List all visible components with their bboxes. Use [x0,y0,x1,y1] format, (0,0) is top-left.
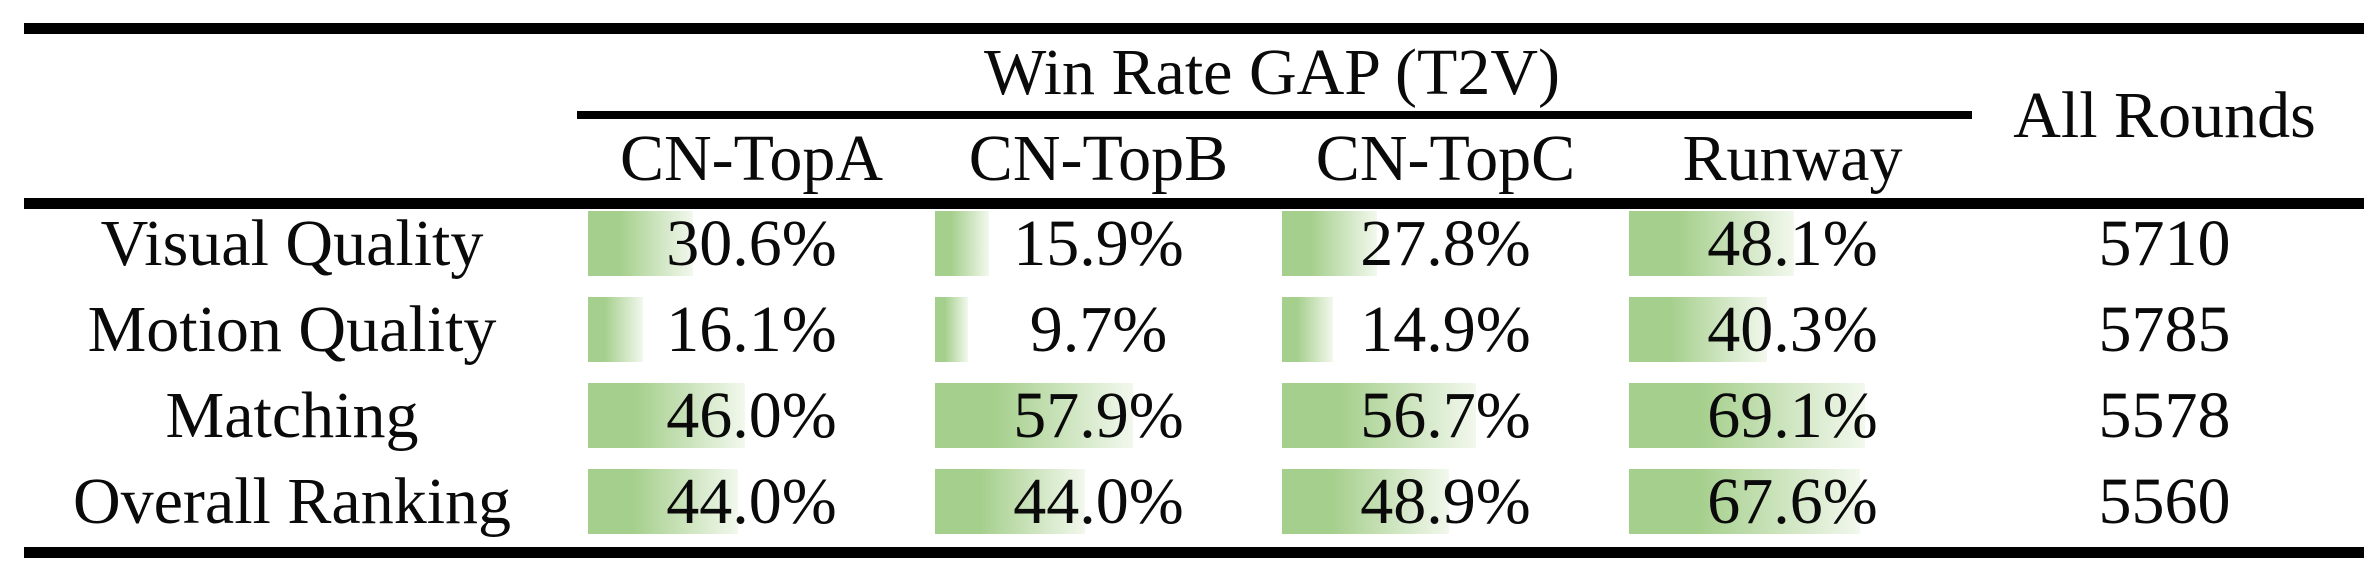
column-header-label: CN-TopB [968,121,1229,195]
win-rate-bar [588,297,644,362]
win-rate-bar [1282,469,1450,534]
win-rate-bar [1629,383,1866,448]
win-rate-bar [935,383,1134,448]
win-rate-cell: 44.0% [925,459,1272,545]
group-span-rule [577,111,1972,119]
win-rate-cell: 46.0% [578,373,925,459]
win-rate-value: 56.7% [1360,379,1531,452]
column-header-label: CN-TopA [619,121,884,195]
win-rate-bar [1282,297,1333,362]
win-rate-bar [588,469,739,534]
win-rate-value: 9.7% [1029,293,1168,366]
all-rounds-value: 5560 [2098,465,2231,538]
win-rate-value: 57.9% [1013,379,1184,452]
header-rule [24,198,2364,209]
win-rate-value: 40.3% [1707,293,1878,366]
win-rate-bar [1629,211,1794,276]
win-rate-value: 14.9% [1360,293,1531,366]
win-rate-value: 48.9% [1360,465,1531,538]
win-rate-cell: 48.9% [1272,459,1619,545]
win-rate-cell: 67.6% [1619,459,1966,545]
span-header-title: Win Rate GAP (T2V) [984,35,1560,109]
win-rate-cell: 40.3% [1619,287,1966,373]
win-rate-cell: 69.1% [1619,373,1966,459]
all-rounds-value: 5710 [2098,207,2231,280]
win-rate-cell: 48.1% [1619,201,1966,287]
table-row: Overall Ranking 44.0% 44.0% 48.9% 67.6% … [24,459,2363,545]
row-label: Visual Quality [100,207,484,280]
all-rounds-header-cell: All Rounds [1966,34,2363,198]
column-header-runway: Runway [1619,119,1966,198]
win-rate-value: 46.0% [666,379,837,452]
top-rule [24,23,2364,34]
span-header-zone: Win Rate GAP (T2V) [578,34,1966,111]
win-rate-value: 67.6% [1707,465,1878,538]
win-rate-bar [1282,211,1378,276]
win-rate-cell: 14.9% [1272,287,1619,373]
win-rate-bar [588,211,693,276]
row-label: Motion Quality [87,293,497,366]
win-rate-cell: 30.6% [578,201,925,287]
column-header-label: Runway [1682,121,1903,195]
win-rate-bar [588,383,746,448]
win-rate-value: 27.8% [1360,207,1531,280]
win-rate-bar [935,469,1086,534]
win-rate-bar [935,211,990,276]
bottom-rule [24,547,2364,558]
win-rate-value: 15.9% [1013,207,1184,280]
all-rounds-value: 5785 [2098,293,2231,366]
win-rate-value: 16.1% [666,293,837,366]
win-rate-bar [1629,469,1861,534]
win-rate-cell: 15.9% [925,201,1272,287]
win-rate-cell: 44.0% [578,459,925,545]
win-rate-value: 44.0% [666,465,837,538]
column-header-cn-topa: CN-TopA [578,119,925,198]
table-row: Matching 46.0% 57.9% 56.7% 69.1% 5578 [24,373,2363,459]
win-rate-bar [1629,297,1767,362]
all-rounds-value: 5578 [2098,379,2231,452]
win-rate-value: 30.6% [666,207,837,280]
column-header-cn-topc: CN-TopC [1272,119,1619,198]
win-rate-value: 69.1% [1707,379,1878,452]
row-label: Matching [165,379,419,452]
win-rate-bar [1282,383,1476,448]
column-header-cn-topb: CN-TopB [925,119,1272,198]
table-row: Motion Quality 16.1% 9.7% 14.9% 40.3% 57… [24,287,2363,373]
win-rate-cell: 27.8% [1272,201,1619,287]
win-rate-cell: 56.7% [1272,373,1619,459]
row-label: Overall Ranking [72,465,512,538]
win-rate-cell: 9.7% [925,287,1272,373]
win-rate-value: 48.1% [1707,207,1878,280]
win-rate-cell: 16.1% [578,287,925,373]
win-rate-value: 44.0% [1013,465,1184,538]
win-rate-bar [935,297,969,362]
win-rate-cell: 57.9% [925,373,1272,459]
column-header-row: CN-TopA CN-TopB CN-TopC Runway [578,119,1966,198]
table-row: Visual Quality 30.6% 15.9% 27.8% 48.1% 5… [24,201,2363,287]
column-header-label: CN-TopC [1315,121,1576,195]
all-rounds-header-label: All Rounds [2013,79,2316,152]
